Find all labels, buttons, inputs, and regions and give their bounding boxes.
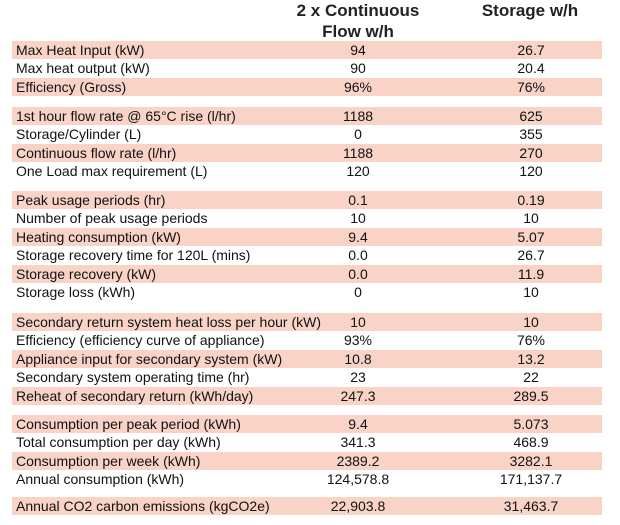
cell-value: 10 [523, 314, 539, 330]
cell-value: 0.1 [348, 192, 368, 208]
row-band [12, 349, 602, 369]
cell-value: 120 [519, 163, 543, 180]
row-label: Efficiency (efficiency curve of applianc… [16, 332, 265, 349]
cell-value: 270 [519, 144, 543, 161]
cell-value: 1188 [342, 108, 374, 124]
row-label: Storage recovery (kW) [16, 265, 157, 282]
row-band [12, 415, 602, 434]
cell-value: 247.3 [340, 387, 376, 404]
cell-value: 0.19 [517, 192, 545, 208]
cell-value: 124,578.8 [326, 471, 390, 488]
cell-value: 93% [343, 332, 373, 349]
row-label: Continuous flow rate (l/hr) [16, 144, 177, 161]
cell-value: 20.4 [517, 60, 545, 77]
row-label: Secondary return system heat loss per ho… [16, 314, 322, 330]
row-label: 1st hour flow rate @ 65°C rise (l/hr) [16, 108, 236, 124]
cell-value: 9.4 [348, 228, 368, 245]
cell-value: 31,463.7 [503, 498, 559, 514]
row-band [12, 386, 602, 405]
cell-value: 1188 [342, 144, 374, 161]
row-label: Storage loss (kWh) [16, 284, 136, 300]
cell-value: 120 [346, 163, 370, 180]
row-label: Annual CO2 carbon emissions (kgCO2e) [16, 498, 270, 514]
cell-value: 9.4 [348, 416, 368, 432]
cell-value: 2389.2 [336, 452, 380, 469]
row-label: Annual consumption (kWh) [16, 471, 185, 488]
cell-value: 341.3 [340, 434, 376, 451]
row-label: Efficiency (Gross) [16, 78, 127, 95]
cell-value: 11.9 [517, 265, 545, 282]
cell-value: 10 [350, 314, 366, 330]
cell-value: 10 [523, 284, 539, 300]
cell-value: 13.2 [517, 350, 545, 367]
row-label: Number of peak usage periods [16, 210, 208, 227]
row-label: Appliance input for secondary system (kW… [16, 350, 283, 367]
cell-value: 96% [343, 78, 373, 95]
row-label: Max Heat Input (kW) [16, 42, 145, 58]
cell-value: 3282.1 [509, 452, 553, 469]
cell-value: 76% [516, 332, 546, 349]
row-band [12, 313, 602, 332]
cell-value: 10.8 [344, 350, 372, 367]
row-label: Storage/Cylinder (L) [16, 126, 142, 143]
cell-value: 5.073 [513, 416, 549, 432]
column-header: 2 x Continuous Flow w/h [296, 1, 420, 41]
cell-value: 94 [350, 42, 366, 58]
cell-value: 23 [350, 369, 366, 386]
cell-value: 5.07 [517, 228, 545, 245]
cell-value: 26.7 [517, 247, 545, 264]
cell-value: 76% [516, 78, 546, 95]
row-band [12, 143, 602, 163]
column-header: Storage w/h [481, 1, 579, 20]
row-label: Consumption per peak period (kWh) [16, 416, 241, 432]
row-label: Consumption per week (kWh) [16, 452, 201, 469]
row-band [12, 191, 602, 210]
cell-value: 22,903.8 [330, 498, 386, 514]
row-band [12, 41, 602, 60]
row-label: One Load max requirement (L) [16, 163, 208, 180]
row-band [12, 264, 602, 283]
cell-value: 289.5 [513, 387, 549, 404]
cell-value: 625 [519, 108, 543, 124]
row-band [12, 107, 602, 126]
cell-value: 0 [354, 126, 362, 143]
row-label: Secondary system operating time (hr) [16, 369, 250, 386]
cell-value: 10 [350, 210, 366, 227]
row-label: Peak usage periods (hr) [16, 192, 166, 208]
cell-value: 10 [523, 210, 539, 227]
cell-value: 0 [354, 284, 362, 300]
cell-value: 22 [523, 369, 539, 386]
row-band [12, 77, 602, 97]
cell-value: 90 [350, 60, 366, 77]
row-label: Storage recovery time for 120L (mins) [16, 247, 251, 264]
cell-value: 171,137.7 [499, 471, 563, 488]
row-label: Max heat output (kW) [16, 60, 150, 77]
row-band [12, 451, 602, 471]
cell-value: 26.7 [517, 42, 545, 58]
cell-value: 0.0 [348, 265, 368, 282]
cell-value: 468.9 [513, 434, 549, 451]
row-label: Heating consumption (kW) [16, 228, 181, 245]
row-label: Reheat of secondary return (kWh/day) [16, 387, 254, 404]
row-band [12, 227, 602, 247]
row-label: Total consumption per day (kWh) [16, 434, 221, 451]
row-band [12, 497, 602, 516]
cell-value: 355 [519, 126, 543, 143]
cell-value: 0.0 [348, 247, 368, 264]
